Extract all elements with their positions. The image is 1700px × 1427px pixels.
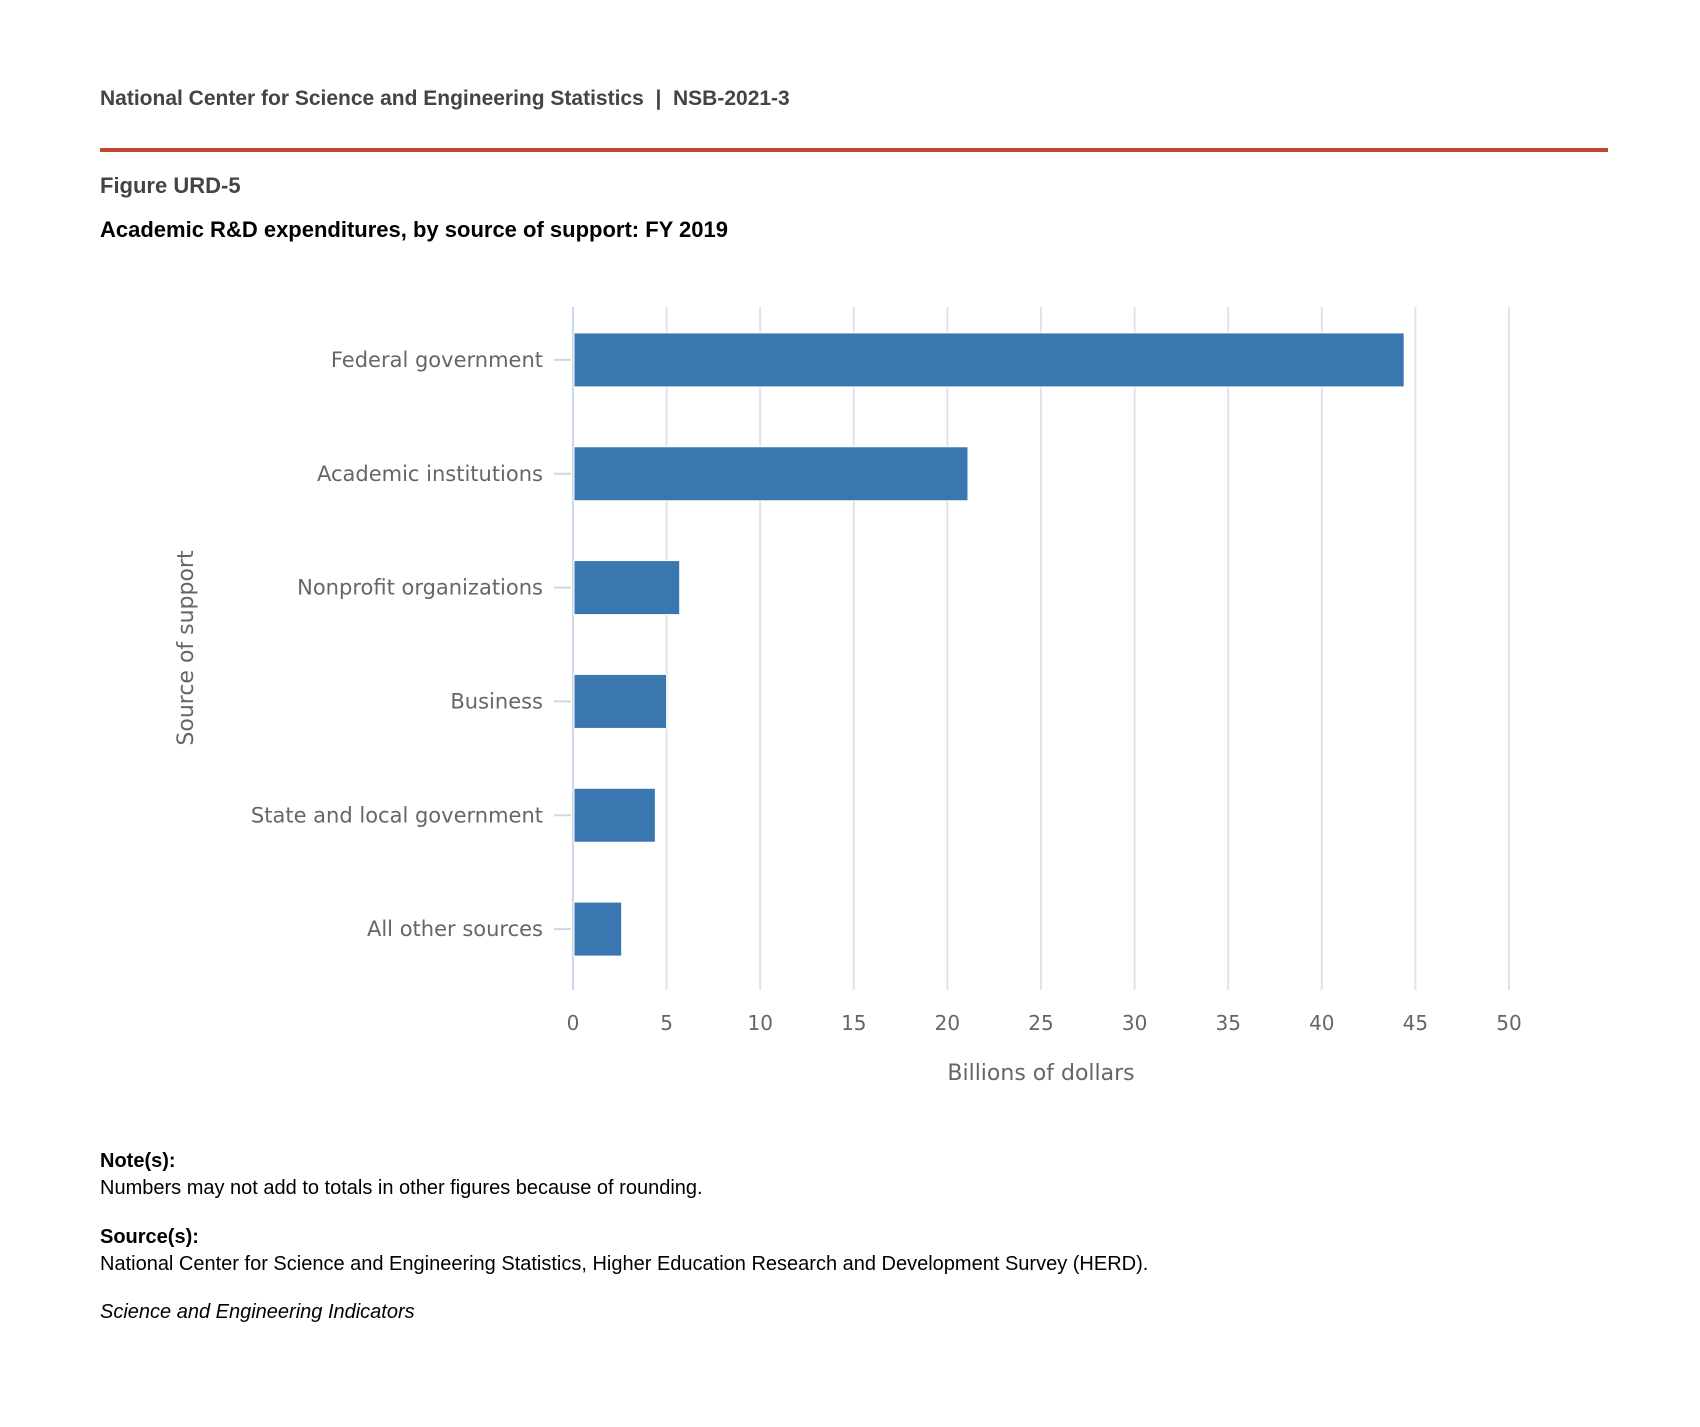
header-divider (100, 148, 1608, 152)
x-tick-label: 15 (841, 1011, 866, 1035)
x-tick-label: 40 (1309, 1011, 1334, 1035)
x-tick-label: 5 (660, 1011, 673, 1035)
bar (573, 787, 656, 843)
x-tick-label: 45 (1403, 1011, 1428, 1035)
y-tick-label: All other sources (367, 917, 543, 941)
y-tick-label: State and local government (251, 803, 543, 827)
source-text: National Center for Science and Engineer… (100, 1253, 1149, 1275)
source-heading: Source(s): (100, 1226, 199, 1248)
y-tick-label: Federal government (331, 348, 543, 372)
note-heading: Note(s): (100, 1150, 176, 1172)
y-axis-title: Source of support (174, 550, 199, 746)
x-tick-label: 50 (1496, 1011, 1521, 1035)
y-tick-label: Business (450, 689, 543, 713)
chart-title: Academic R&D expenditures, by source of … (100, 217, 728, 242)
x-tick-label: 10 (747, 1011, 772, 1035)
figure-label: Figure URD-5 (100, 173, 241, 198)
bar (573, 901, 623, 957)
x-tick-label: 30 (1122, 1011, 1147, 1035)
bar (573, 446, 969, 502)
bar (573, 332, 1405, 388)
y-tick-label: Academic institutions (317, 462, 543, 486)
bar (573, 673, 668, 729)
x-axis-title: Billions of dollars (947, 1061, 1134, 1086)
note-text: Numbers may not add to totals in other f… (100, 1177, 703, 1199)
publication-name: Science and Engineering Indicators (100, 1301, 415, 1323)
x-tick-label: 20 (935, 1011, 960, 1035)
x-tick-label: 0 (567, 1011, 580, 1035)
y-tick-label: Nonprofit organizations (297, 576, 543, 600)
x-tick-label: 25 (1028, 1011, 1053, 1035)
header-text: National Center for Science and Engineer… (100, 87, 790, 110)
x-tick-label: 35 (1215, 1011, 1240, 1035)
bar (573, 560, 681, 616)
